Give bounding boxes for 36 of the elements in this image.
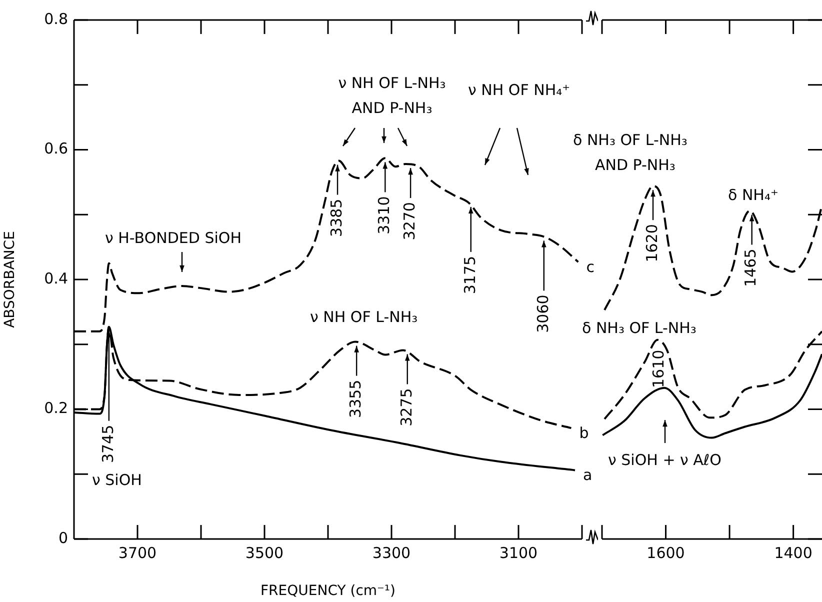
y-tick-label: 0.8 — [44, 10, 68, 28]
annotation: 3385 — [327, 198, 346, 237]
annotation: 3355 — [346, 380, 364, 418]
annotation: 3175 — [460, 256, 479, 294]
annotation: ν NH OF L-NH₃ — [310, 308, 418, 326]
y-axis-title: ABSORBANCE — [2, 231, 18, 328]
annotation: 1610 — [649, 350, 668, 388]
x-axis-title: FREQUENCY (cm⁻¹) — [260, 583, 396, 600]
annotation: δ NH₄⁺ — [728, 186, 778, 204]
annotation: 3270 — [400, 202, 418, 240]
x-tick-label: 1600 — [646, 544, 685, 562]
annotation: ν SiOH — [92, 471, 142, 489]
annotation: 1465 — [742, 248, 760, 287]
x-tick-label: 3300 — [372, 544, 411, 562]
y-tick-label: 0 — [58, 528, 68, 547]
annotation: 1620 — [642, 224, 661, 262]
annotation: ν NH OF NH₄⁺ — [468, 81, 570, 99]
y-tick-label: 0.6 — [44, 140, 68, 158]
annotation: 3275 — [397, 388, 416, 426]
annotation: 3745 — [98, 424, 117, 464]
annotation: δ NH₃ OF L-NH₃ AND P-NH₃ — [573, 131, 688, 174]
annotation: ν NH OF L-NH₃ AND P-NH₃ — [338, 74, 446, 117]
annotation: ν SiOH + ν AℓO — [608, 451, 722, 469]
annotation: 3060 — [534, 294, 552, 333]
annotation: δ NH₃ OF L-NH₃ — [582, 319, 696, 337]
y-tick-label: 0.2 — [44, 399, 68, 418]
annotation: ν H-BONDED SiOH — [105, 229, 242, 247]
x-tick-label: 1400 — [774, 544, 812, 562]
x-tick-label: 3700 — [118, 544, 157, 562]
x-tick-label: 3500 — [245, 544, 284, 562]
x-tick-label: 3100 — [499, 544, 538, 562]
series-label: c — [586, 258, 594, 276]
series-label: a — [583, 466, 592, 484]
annotation: 3310 — [375, 196, 394, 234]
series-label: b — [579, 424, 589, 442]
y-tick-label: 0.4 — [44, 269, 68, 288]
